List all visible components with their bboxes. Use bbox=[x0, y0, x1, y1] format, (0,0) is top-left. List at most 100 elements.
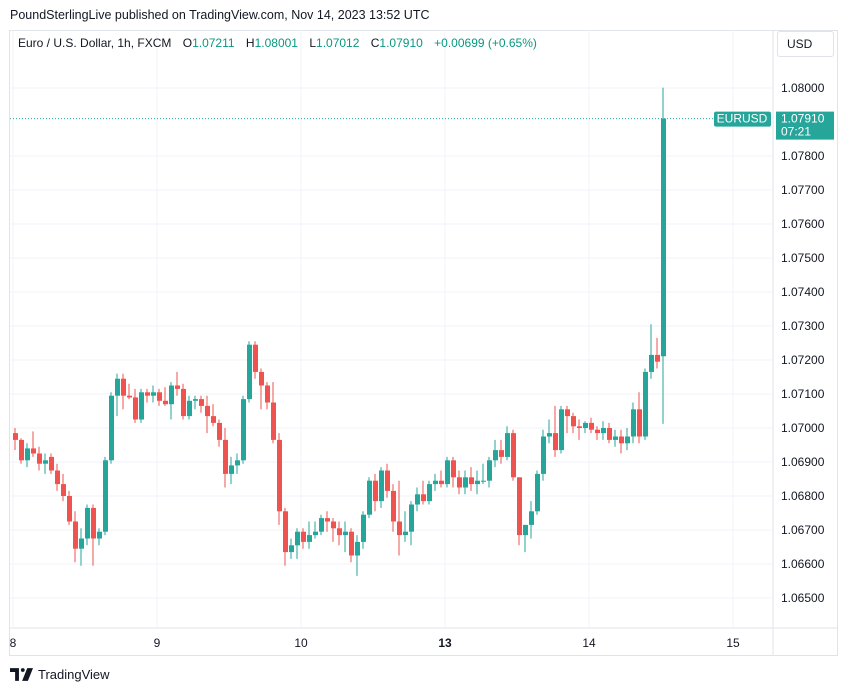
brand-name: TradingView bbox=[38, 667, 110, 682]
candle bbox=[511, 429, 516, 481]
candle bbox=[625, 428, 630, 451]
candle-body bbox=[235, 460, 240, 466]
candle bbox=[397, 480, 402, 556]
candle bbox=[337, 521, 342, 546]
candle bbox=[247, 341, 252, 403]
candle bbox=[439, 470, 444, 488]
candle-body bbox=[355, 541, 360, 556]
tradingview-logo-icon bbox=[10, 668, 33, 681]
candle bbox=[109, 392, 114, 464]
candle-body bbox=[505, 433, 510, 457]
candle bbox=[79, 528, 84, 566]
legend-open-label: O bbox=[182, 36, 193, 50]
candle-body bbox=[625, 436, 630, 444]
tradingview-brand[interactable]: TradingView bbox=[10, 667, 110, 682]
candle-body bbox=[601, 428, 606, 434]
candle bbox=[139, 388, 144, 423]
candle bbox=[571, 412, 576, 434]
y-tick-label: 1.07400 bbox=[781, 285, 825, 299]
candle-body bbox=[319, 518, 324, 532]
candle bbox=[619, 429, 624, 454]
y-tick-label: 1.08000 bbox=[781, 81, 825, 95]
candle bbox=[433, 473, 438, 491]
candle bbox=[649, 324, 654, 379]
candle-body bbox=[655, 354, 660, 362]
x-tick-label: 9 bbox=[154, 636, 161, 650]
x-tick-label: 14 bbox=[582, 636, 596, 650]
candle-body bbox=[589, 422, 594, 430]
candle-body bbox=[199, 399, 204, 406]
candle-body bbox=[91, 507, 96, 539]
publisher-line: PoundSterlingLive published on TradingVi… bbox=[10, 8, 430, 22]
candle-body bbox=[409, 504, 414, 532]
candle bbox=[301, 528, 306, 549]
candle-body bbox=[97, 531, 102, 539]
legend-open: 1.07211 bbox=[192, 36, 235, 50]
chart-frame bbox=[9, 30, 838, 656]
candle-body bbox=[619, 436, 624, 444]
candle-body bbox=[247, 344, 252, 400]
legend-high-label: H bbox=[245, 36, 255, 50]
candle-body bbox=[349, 531, 354, 556]
legend-close: 1.07910 bbox=[379, 36, 423, 50]
candle bbox=[265, 382, 270, 410]
price-tag-symbol: EURUSD bbox=[717, 112, 768, 126]
candle-body bbox=[49, 456, 54, 471]
candle-body bbox=[613, 436, 618, 440]
candle bbox=[421, 480, 426, 505]
candle-body bbox=[541, 436, 546, 474]
candle bbox=[289, 538, 294, 559]
currency-button[interactable]: USD bbox=[777, 31, 834, 57]
candle-body bbox=[571, 416, 576, 427]
candle-body bbox=[139, 392, 144, 420]
candle-body bbox=[295, 531, 300, 546]
y-tick-label: 1.06800 bbox=[781, 489, 825, 503]
candle-body bbox=[127, 395, 132, 398]
candle-body bbox=[187, 400, 192, 417]
candle-body bbox=[595, 429, 600, 434]
candle bbox=[583, 421, 588, 434]
y-axis: 1.08000 1.07800 1.07700 1.07600 1.07500 1.074… bbox=[781, 81, 825, 605]
candle bbox=[355, 535, 360, 576]
candle-body bbox=[361, 514, 366, 542]
legend-high: 1.08001 bbox=[254, 36, 298, 50]
candle-body bbox=[481, 480, 486, 482]
candle-body bbox=[259, 371, 264, 386]
candle bbox=[55, 463, 60, 491]
candle bbox=[307, 521, 312, 549]
y-tick-label: 1.07500 bbox=[781, 251, 825, 265]
candle-body bbox=[523, 524, 528, 536]
candle bbox=[235, 453, 240, 474]
candle-body bbox=[397, 521, 402, 536]
candle bbox=[217, 419, 222, 447]
candle-body bbox=[343, 531, 348, 536]
candle bbox=[535, 470, 540, 515]
grid bbox=[10, 30, 838, 656]
candle bbox=[601, 421, 606, 440]
candle-body bbox=[487, 460, 492, 481]
x-axis: 8 9 10 13 14 15 bbox=[10, 636, 740, 650]
candle bbox=[211, 404, 216, 427]
candle bbox=[259, 368, 264, 410]
candle-body bbox=[637, 409, 642, 437]
candle-body bbox=[253, 344, 258, 372]
candle bbox=[661, 87, 666, 424]
candle-body bbox=[433, 480, 438, 485]
candle bbox=[229, 456, 234, 485]
price-tag-symbol-box bbox=[714, 111, 771, 127]
candles bbox=[13, 87, 666, 576]
candle-body bbox=[421, 494, 426, 502]
candle bbox=[37, 446, 42, 471]
candle bbox=[319, 514, 324, 536]
candle-body bbox=[181, 388, 186, 417]
candle bbox=[481, 463, 486, 485]
candle-body bbox=[643, 371, 648, 437]
candle-body bbox=[427, 484, 432, 502]
candle bbox=[475, 470, 480, 495]
candle-body bbox=[241, 399, 246, 461]
candle-body bbox=[67, 496, 72, 522]
candle-body bbox=[535, 473, 540, 512]
candle bbox=[97, 528, 102, 546]
